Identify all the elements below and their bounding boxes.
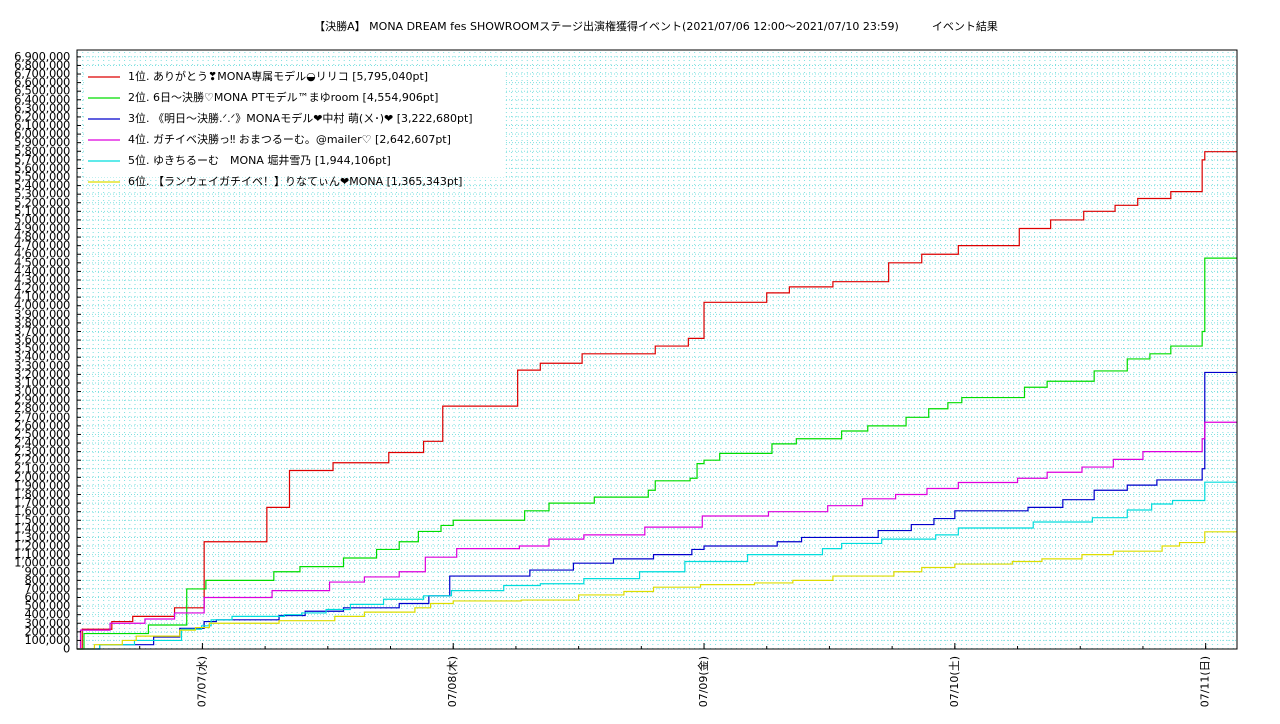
y-tick-label: 5,400,000 [14, 178, 70, 192]
legend: 1位. ありがとう❣MONA専属モデル◒リリコ [5,795,040pt] 2位.… [85, 67, 505, 188]
y-tick-label: 700,000 [25, 581, 70, 595]
legend-label: 3位. 《明日〜決勝.ᐟ.ᐟ》MONAモデル❤中村 萌(ㄨ･)❤ [3,222,… [128, 111, 473, 125]
y-tick-label: 4,600,000 [14, 247, 70, 261]
x-tick-label: 07/09(金) [696, 656, 710, 707]
y-tick-label: 6,100,000 [14, 118, 70, 132]
grid [77, 56, 1237, 650]
axes: 0100,000200,000300,000400,000500,000600,… [14, 49, 1238, 707]
y-tick-label: 2,900,000 [14, 393, 70, 407]
y-tick-label: 3,400,000 [14, 350, 70, 364]
y-tick-label: 5,900,000 [14, 135, 70, 149]
y-tick-label: 3,300,000 [14, 358, 70, 372]
y-tick-label: 4,500,000 [14, 255, 70, 269]
y-tick-label: 5,500,000 [14, 170, 70, 184]
series-line [77, 481, 1237, 650]
y-tick-label: 1,100,000 [14, 547, 70, 561]
y-tick-label: 4,300,000 [14, 272, 70, 286]
series-line [77, 421, 1237, 650]
y-tick-label: 1,200,000 [14, 539, 70, 553]
x-tick-label: 07/07(水) [195, 656, 208, 707]
y-tick-label: 4,200,000 [14, 281, 70, 295]
y-tick-label: 2,200,000 [14, 453, 70, 467]
legend-label: 4位. ガチイベ決勝っ‼ おまつるーむ。@mailer♡ [2,642,607p… [128, 132, 451, 146]
y-tick-label: 1,900,000 [14, 478, 70, 492]
y-tick-label: 6,400,000 [14, 92, 70, 106]
series-line [77, 257, 1237, 650]
y-tick-label: 600,000 [25, 590, 70, 604]
y-tick-label: 4,700,000 [14, 238, 70, 252]
legend-box [85, 67, 505, 177]
y-tick-label: 3,100,000 [14, 375, 70, 389]
y-tick-label: 1,000,000 [14, 556, 70, 570]
y-tick-label: 4,400,000 [14, 264, 70, 278]
legend-label: 6位. 【ランウェイガチイベ！】りなてぃん❤MONA [1,365,343pt] [128, 174, 462, 188]
y-tick-label: 3,700,000 [14, 324, 70, 338]
y-tick-label: 2,500,000 [14, 427, 70, 441]
y-tick-label: 3,000,000 [14, 384, 70, 398]
y-tick-label: 5,000,000 [14, 212, 70, 226]
y-tick-label: 2,700,000 [14, 410, 70, 424]
y-tick-label: 3,600,000 [14, 333, 70, 347]
y-tick-label: 2,100,000 [14, 461, 70, 475]
y-tick-label: 6,200,000 [14, 109, 70, 123]
y-tick-label: 4,800,000 [14, 230, 70, 244]
y-tick-label: 2,000,000 [14, 470, 70, 484]
y-tick-label: 2,300,000 [14, 444, 70, 458]
y-tick-label: 6,500,000 [14, 84, 70, 98]
y-tick-label: 3,900,000 [14, 307, 70, 321]
legend-label: 2位. 6日〜決勝♡MONA PTモデル™まゆroom [4,554,906pt… [128, 90, 438, 104]
y-tick-label: 5,600,000 [14, 161, 70, 175]
y-tick-label: 3,800,000 [14, 315, 70, 329]
y-tick-label: 5,700,000 [14, 152, 70, 166]
series-line [77, 151, 1237, 650]
y-tick-label: 200,000 [25, 624, 70, 638]
y-tick-label: 2,800,000 [14, 401, 70, 415]
chart-title: 【決勝A】 MONA DREAM fes SHOWROOMステージ出演権獲得イベ… [314, 19, 998, 33]
y-tick-label: 3,500,000 [14, 341, 70, 355]
y-tick-label: 6,900,000 [14, 49, 70, 63]
y-tick-label: 3,200,000 [14, 367, 70, 381]
y-tick-label: 500,000 [25, 599, 70, 613]
y-tick-label: 1,500,000 [14, 513, 70, 527]
legend-label: 5位. ゆきちるーむ MONA 堀井雪乃 [1,944,106pt] [128, 153, 391, 167]
y-tick-label: 1,300,000 [14, 530, 70, 544]
series-line [77, 531, 1237, 650]
y-tick-label: 5,100,000 [14, 204, 70, 218]
y-tick-label: 6,700,000 [14, 67, 70, 81]
y-tick-label: 0 [63, 642, 70, 656]
y-tick-label: 1,600,000 [14, 504, 70, 518]
y-tick-label: 6,800,000 [14, 58, 70, 72]
y-tick-label: 5,800,000 [14, 144, 70, 158]
y-tick-label: 6,600,000 [14, 75, 70, 89]
y-tick-label: 1,700,000 [14, 496, 70, 510]
x-tick-label: 07/10(土) [948, 656, 961, 707]
y-tick-label: 6,300,000 [14, 101, 70, 115]
y-tick-label: 300,000 [25, 616, 70, 630]
y-tick-label: 4,000,000 [14, 298, 70, 312]
y-tick-label: 800,000 [25, 573, 70, 587]
y-tick-label: 2,600,000 [14, 418, 70, 432]
x-tick-label: 07/08(木) [446, 656, 459, 707]
y-tick-label: 4,100,000 [14, 290, 70, 304]
lines [77, 151, 1237, 650]
y-tick-label: 100,000 [25, 633, 70, 647]
y-tick-label: 4,900,000 [14, 221, 70, 235]
x-tick-label: 07/11(日) [1199, 656, 1212, 707]
y-tick-label: 900,000 [25, 564, 70, 578]
y-tick-label: 1,800,000 [14, 487, 70, 501]
legend-label: 1位. ありがとう❣MONA専属モデル◒リリコ [5,795,040pt] [128, 69, 428, 83]
y-tick-label: 1,400,000 [14, 521, 70, 535]
y-tick-label: 400,000 [25, 607, 70, 621]
y-tick-label: 5,200,000 [14, 195, 70, 209]
y-tick-label: 5,300,000 [14, 187, 70, 201]
y-tick-label: 2,400,000 [14, 436, 70, 450]
plot-frame [76, 49, 1238, 650]
y-tick-label: 6,000,000 [14, 127, 70, 141]
